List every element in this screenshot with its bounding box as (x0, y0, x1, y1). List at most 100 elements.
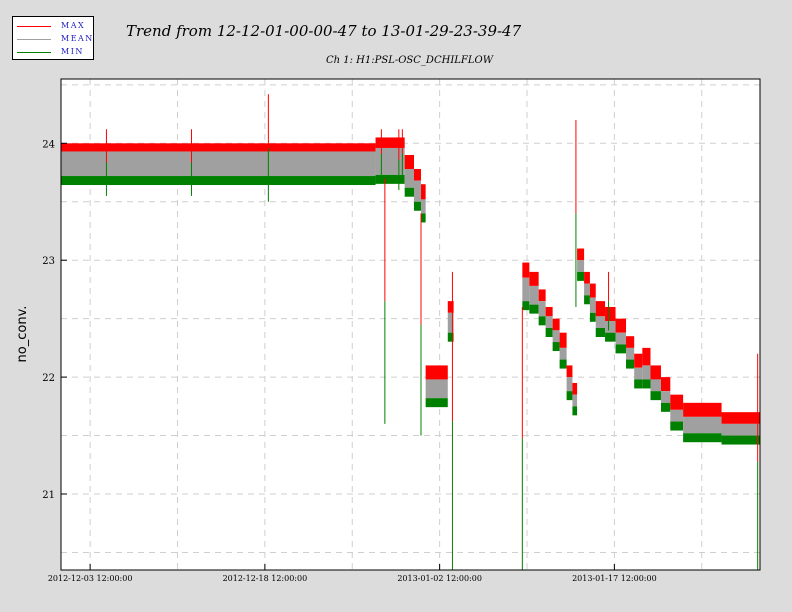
mean-band (595, 316, 606, 329)
mean-band (642, 365, 651, 380)
mean-band (683, 416, 722, 434)
mean-band (61, 151, 376, 177)
x-tick-label: 2012-12-03 12:00:00 (48, 574, 133, 583)
mean-band (634, 367, 643, 380)
min-band (572, 406, 578, 416)
max-band (650, 365, 661, 380)
min-band (538, 316, 546, 326)
mean-band (538, 301, 546, 317)
max-band (595, 301, 606, 317)
min-band (447, 332, 454, 342)
min-band (634, 379, 643, 389)
mean-band (529, 285, 539, 305)
plot-frame (60, 78, 761, 571)
max-band (413, 169, 421, 181)
max-band (420, 184, 426, 200)
mean-band (605, 320, 616, 333)
min-band (660, 402, 671, 412)
max-band (634, 353, 643, 368)
mean-band (670, 409, 684, 422)
max-band (545, 306, 553, 317)
mean-band (425, 379, 448, 399)
min-band (61, 176, 376, 186)
min-band (425, 398, 448, 408)
mean-band (404, 169, 414, 188)
min-band (413, 201, 421, 211)
max-band (605, 306, 616, 321)
y-tick-label: 24 (42, 139, 55, 150)
mean-band (522, 277, 530, 302)
x-tick-label: 2012-12-18 12:00:00 (223, 574, 308, 583)
max-band (642, 347, 651, 366)
min-band (420, 213, 426, 223)
data-bands (61, 137, 760, 445)
data-spikes (105, 94, 759, 570)
mean-band (650, 379, 661, 392)
min-band (683, 433, 722, 443)
y-tick-label: 23 (42, 256, 55, 267)
max-band (566, 365, 573, 378)
max-band (404, 154, 414, 170)
min-band (404, 187, 414, 197)
legend-label-min: MIN (61, 47, 84, 56)
legend-swatch-min (17, 52, 51, 53)
max-band (683, 402, 722, 417)
legend-item-min: MIN (17, 46, 93, 58)
legend-label-mean: MEAN (61, 34, 94, 43)
y-tick-label: 21 (42, 490, 55, 501)
min-band (552, 342, 560, 352)
min-band (584, 295, 590, 305)
x-tick-label: 2013-01-02 12:00:00 (397, 574, 482, 583)
max-band (660, 377, 671, 392)
max-band (589, 283, 596, 298)
min-band (559, 359, 567, 369)
x-axis: 2012-12-03 12:00:00 2012-12-18 12:00:00 20… (48, 564, 657, 583)
mean-band (721, 423, 760, 436)
mean-band (660, 391, 671, 403)
mean-band (566, 377, 573, 392)
mean-band (552, 330, 560, 343)
max-band (447, 301, 454, 313)
mean-band (420, 199, 426, 214)
min-band (670, 421, 684, 431)
max-band (626, 336, 635, 348)
max-band (584, 271, 590, 284)
mean-band (447, 312, 454, 333)
mean-band (577, 260, 585, 272)
mean-band (572, 394, 578, 407)
min-band (605, 332, 616, 342)
max-band (577, 248, 585, 261)
min-band (375, 174, 405, 184)
y-tick-label: 22 (42, 373, 55, 384)
legend-swatch-mean (17, 39, 51, 40)
max-band (375, 137, 405, 148)
min-band (650, 391, 661, 401)
min-band (589, 312, 596, 322)
mean-band (589, 297, 596, 313)
min-band (577, 271, 585, 281)
min-band (595, 328, 606, 338)
max-band (425, 365, 448, 380)
legend-swatch-max (17, 26, 51, 27)
legend: MAX MEAN MIN (12, 16, 94, 60)
max-band (61, 143, 376, 152)
mean-band (584, 283, 590, 296)
max-band (538, 289, 546, 302)
min-band (522, 301, 530, 311)
min-band (529, 304, 539, 314)
legend-item-max: MAX (17, 20, 93, 32)
mean-band (626, 347, 635, 360)
mean-band (413, 180, 421, 202)
mean-band (545, 316, 553, 329)
max-band (552, 318, 560, 331)
max-band (559, 332, 567, 348)
mean-band (615, 332, 627, 345)
x-tick-label: 2013-01-17 12:00:00 (572, 574, 657, 583)
chart-subtitle: Ch 1: H1:PSL-OSC_DCHILFLOW (326, 55, 493, 66)
min-band (615, 344, 627, 354)
legend-label-max: MAX (61, 21, 86, 30)
max-band (529, 271, 539, 286)
max-band (572, 382, 578, 395)
min-band (545, 328, 553, 338)
